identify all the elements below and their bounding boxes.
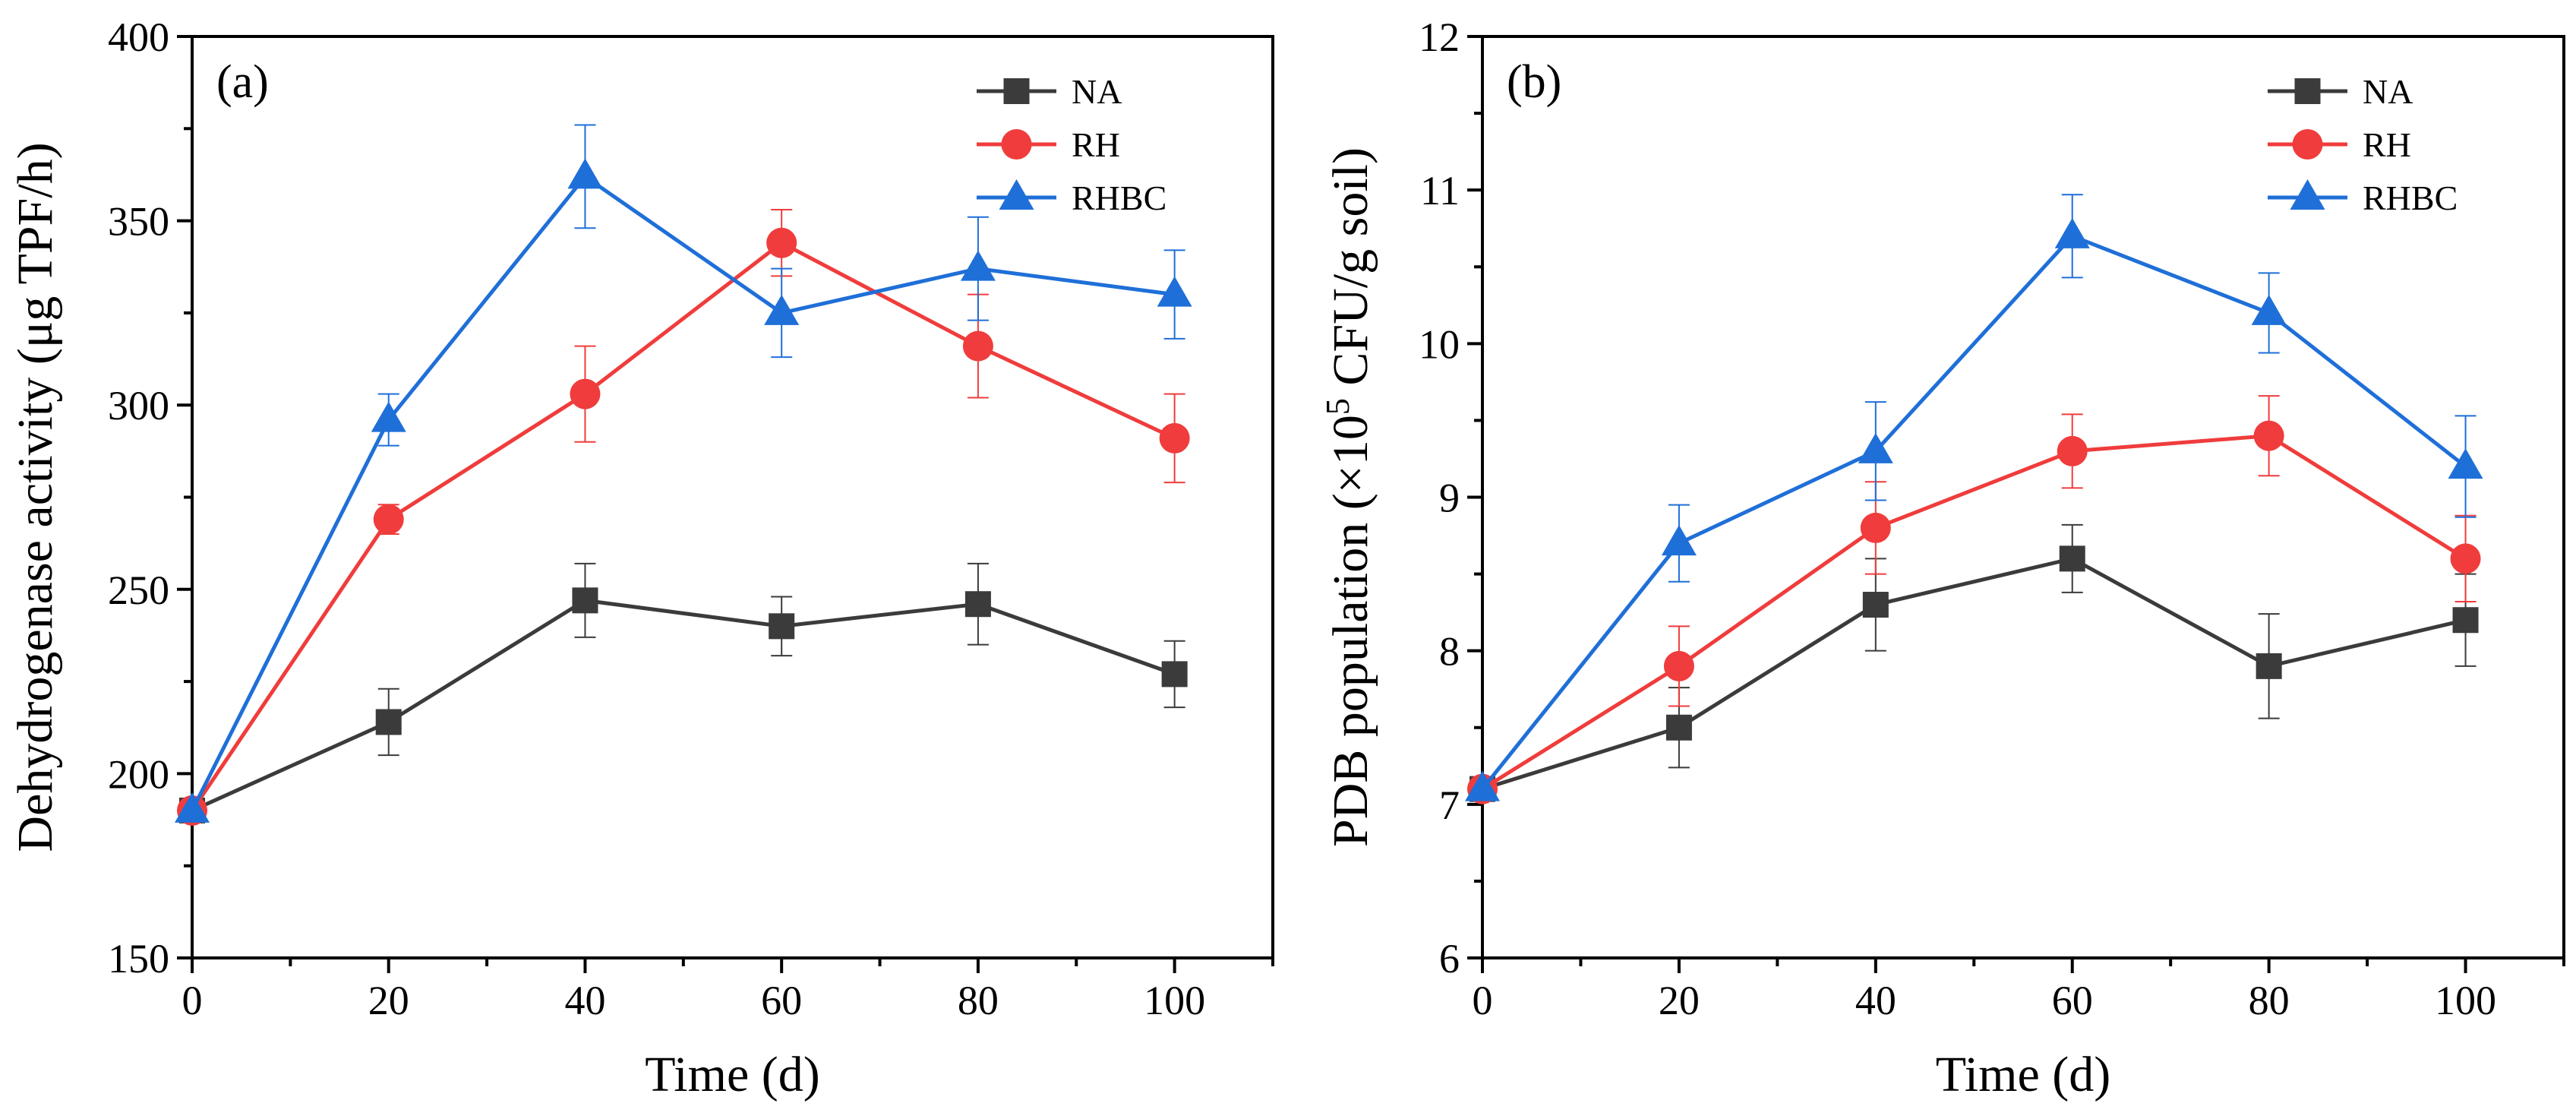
x-tick-label: 80 [2249, 978, 2290, 1023]
data-point-RH [2450, 543, 2481, 574]
series-line-NA [191, 598, 1176, 813]
y-axis-title: Dehydrogenase activity (μg TPF/h) [8, 142, 63, 852]
data-point-NA [769, 613, 795, 640]
legend-marker-RH [1001, 129, 1032, 160]
y-tick-label: 7 [1439, 782, 1460, 828]
y-tick-label: 350 [108, 199, 169, 245]
y-tick-label: 10 [1419, 321, 1460, 367]
data-point-NA [1665, 714, 1692, 741]
legend-label-RH: RH [1072, 125, 1120, 164]
series-RH [177, 209, 1190, 826]
data-point-RH [962, 330, 993, 362]
legend-marker-NA [1003, 78, 1030, 104]
legend-marker-RHBC [2290, 179, 2325, 210]
y-tick-label: 8 [1439, 629, 1460, 675]
data-point-RHBC [2251, 294, 2287, 325]
y-axis-title-part: PDB population (×10 [1323, 415, 1378, 847]
data-point-NA [1862, 592, 1889, 618]
y-tick-label: 9 [1439, 476, 1460, 521]
data-point-RH [373, 504, 404, 535]
legend-label-RH: RH [2363, 125, 2411, 164]
data-point-RH [2057, 435, 2088, 466]
series-line-RH [190, 240, 1176, 812]
x-tick-label: 100 [2435, 978, 2496, 1023]
y-tick-label: 12 [1419, 14, 1460, 60]
x-axis-title: Time (d) [645, 1047, 819, 1102]
x-tick-label: 100 [1144, 978, 1205, 1023]
x-tick-label: 60 [761, 978, 802, 1023]
y-tick-label: 11 [1420, 168, 1460, 213]
chart-panel-b: 0 20 40 60 80 100 6 7 8 9 10 11 12 Time (d) PDB popula… [1319, 14, 2565, 1102]
legend-marker-NA [2294, 78, 2321, 104]
data-point-RH [1159, 422, 1190, 454]
data-point-RHBC [567, 158, 603, 189]
y-tick-label: 6 [1439, 936, 1460, 981]
x-tick-label: 0 [182, 978, 203, 1023]
x-tick-label: 20 [1659, 978, 1700, 1023]
data-point-NA [1161, 661, 1188, 688]
y-tick-label: 150 [108, 936, 169, 981]
series-line-NA [1482, 556, 2467, 792]
y-tick-label: 300 [108, 383, 169, 428]
data-point-RH [1860, 512, 1891, 543]
x-tick-label: 80 [958, 978, 999, 1023]
data-point-RHBC [764, 294, 800, 325]
y-tick-label: 250 [108, 567, 169, 613]
y-axis-title-part: CFU/g soil) [1323, 147, 1378, 398]
x-tick-label: 40 [1855, 978, 1896, 1023]
data-point-RHBC [2448, 448, 2483, 479]
series-RHBC [175, 124, 1192, 823]
data-point-RHBC [1661, 525, 1697, 556]
x-tick-label: 0 [1473, 978, 1493, 1023]
y-axis-title: PDB population (×105 CFU/g soil) [1319, 147, 1378, 847]
data-point-NA [2452, 607, 2479, 634]
panel-label: (b) [1507, 56, 1561, 108]
panel-label: (a) [216, 56, 269, 108]
series-RHBC [1465, 194, 2483, 801]
data-point-RHBC [1157, 276, 1192, 307]
data-point-RH [1663, 650, 1694, 681]
data-point-RHBC [175, 792, 210, 823]
data-point-RHBC [371, 401, 406, 432]
legend: NA RH RHBC [977, 72, 1166, 217]
data-point-RHBC [1465, 770, 1500, 801]
series-line-RHBC [190, 173, 1175, 812]
legend: NA RH RHBC [2268, 72, 2458, 217]
data-point-NA [572, 587, 598, 614]
data-point-RHBC [960, 250, 996, 281]
x-axis-title: Time (d) [1936, 1047, 2110, 1102]
data-point-NA [375, 709, 402, 735]
plot-frame [191, 35, 1274, 959]
x-tick-label: 40 [564, 978, 605, 1023]
y-axis-title-superscript: 5 [1319, 398, 1356, 415]
x-tick-label: 60 [2052, 978, 2093, 1023]
data-point-RHBC [2054, 217, 2090, 248]
data-point-RHBC [1858, 432, 1893, 463]
data-point-NA [964, 591, 991, 618]
legend-label-RHBC: RHBC [2363, 179, 2458, 217]
plot-frame [1481, 35, 2565, 959]
data-point-RH [570, 378, 601, 409]
chart-panel-a: 0 20 40 60 80 100 150 200 250 300 350 400 Time (d) De… [8, 14, 1274, 1102]
legend-marker-RHBC [999, 179, 1034, 210]
series-line-RHBC [1481, 233, 2467, 791]
legend-marker-RH [2292, 129, 2323, 160]
legend-label-NA: NA [1072, 72, 1122, 111]
series-NA [1470, 523, 2479, 802]
x-tick-label: 20 [368, 978, 409, 1023]
y-tick-label: 200 [108, 751, 169, 797]
data-point-NA [2256, 653, 2282, 679]
series-line-RH [1481, 434, 2467, 791]
data-point-RH [766, 227, 797, 258]
data-point-NA [2059, 545, 2085, 572]
y-tick-label: 400 [108, 14, 169, 60]
data-point-RH [2253, 420, 2284, 451]
series-RH [1467, 395, 2481, 804]
legend-label-RHBC: RHBC [1072, 179, 1166, 217]
legend-label-NA: NA [2363, 72, 2413, 111]
